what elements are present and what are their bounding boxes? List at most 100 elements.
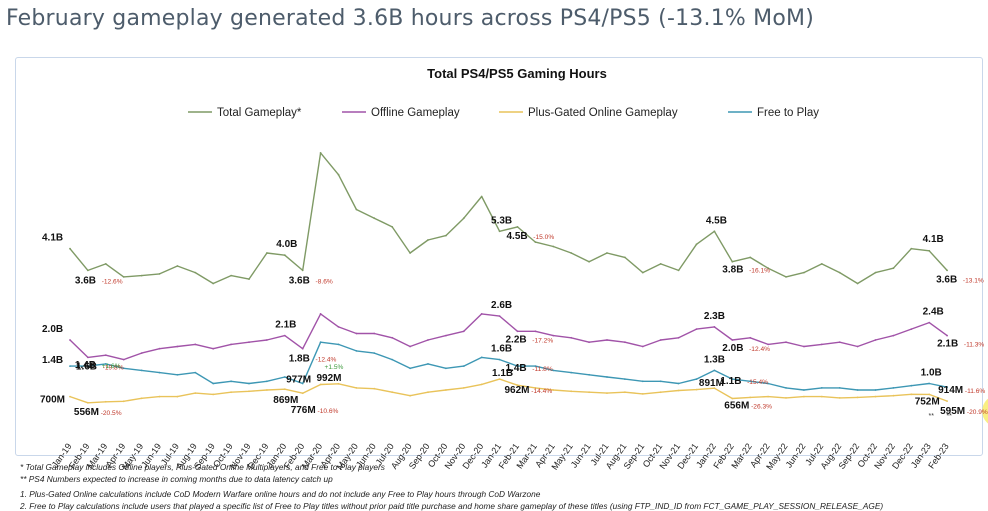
data-point — [140, 274, 143, 277]
data-point — [928, 249, 931, 252]
data-point — [606, 339, 608, 341]
data-point — [874, 389, 877, 391]
data-point — [534, 387, 537, 389]
data-point — [355, 387, 358, 389]
data-point — [695, 328, 698, 330]
value-label: 2.3B — [704, 311, 725, 322]
series-line — [69, 152, 948, 285]
data-point — [516, 330, 519, 333]
data-point — [677, 389, 680, 392]
data-point — [677, 382, 680, 385]
legend-entry-label: Free to Play — [757, 107, 819, 119]
data-point — [445, 234, 447, 237]
series-line — [69, 378, 948, 404]
data-point — [104, 263, 107, 265]
value-label: 4.0B — [276, 239, 297, 250]
value-label: 595M — [940, 406, 965, 417]
data-point — [588, 391, 590, 394]
data-point — [570, 252, 573, 254]
data-point — [283, 376, 286, 378]
data-point — [910, 247, 913, 250]
data-point — [713, 326, 716, 328]
highlight-marker — [982, 398, 988, 424]
value-label: 2.4B — [923, 307, 944, 318]
data-point — [69, 365, 71, 367]
data-point — [158, 347, 161, 350]
data-point — [838, 397, 841, 399]
data-point — [445, 389, 447, 391]
data-point — [140, 397, 143, 400]
legend-entry-label: Plus-Gated Online Gameplay — [528, 107, 678, 119]
data-point — [283, 254, 286, 257]
data-point — [140, 369, 143, 372]
data-point — [373, 352, 376, 354]
data-point — [230, 380, 233, 383]
data-point — [874, 271, 877, 274]
delta-label: -15.0% — [533, 234, 554, 241]
data-point — [731, 339, 734, 341]
data-point — [409, 394, 411, 397]
delta-label: -10.6% — [318, 408, 339, 415]
data-point — [803, 345, 805, 348]
value-label: 656M — [724, 401, 749, 412]
data-point — [588, 260, 590, 263]
data-point — [713, 230, 716, 233]
value-label: 1.4B — [75, 360, 96, 371]
data-point — [337, 382, 340, 385]
data-point — [462, 330, 465, 333]
data-point — [409, 252, 411, 254]
data-point — [337, 173, 340, 176]
delta-label: -11.3% — [964, 342, 985, 349]
data-point — [910, 393, 913, 396]
data-point — [498, 315, 501, 317]
delta-label: -14.4% — [531, 388, 552, 395]
value-label: 977M — [286, 375, 311, 386]
value-label: 4.5B — [507, 231, 528, 242]
data-point — [552, 389, 555, 391]
value-label: 1.0B — [921, 368, 942, 379]
data-point — [319, 152, 322, 154]
data-point — [104, 354, 107, 357]
value-label: 4.5B — [706, 215, 727, 226]
data-point — [176, 373, 179, 376]
data-point — [391, 336, 394, 339]
value-label: 1.1B — [720, 376, 741, 387]
data-point — [695, 243, 698, 246]
data-point — [570, 390, 573, 393]
data-point — [624, 256, 626, 259]
value-label: 1.4B — [42, 355, 63, 366]
data-point — [641, 380, 644, 383]
x-tick-marker: ** — [946, 413, 952, 420]
value-label: 752M — [915, 396, 940, 407]
data-point — [946, 400, 948, 402]
series-lines — [69, 152, 948, 404]
data-point — [749, 256, 752, 259]
data-point — [803, 271, 805, 274]
data-point — [892, 387, 895, 389]
value-label: 1.4B — [506, 363, 527, 374]
data-point — [176, 395, 179, 398]
value-label: 1.6B — [76, 361, 97, 372]
data-point — [731, 260, 734, 263]
data-point — [695, 388, 698, 391]
data-point — [248, 390, 250, 393]
data-point — [856, 396, 859, 399]
data-point — [301, 392, 304, 395]
data-point — [803, 395, 805, 398]
data-point — [248, 341, 250, 344]
value-label: 1.3B — [704, 354, 725, 365]
value-label: 3.6B — [936, 274, 957, 285]
data-point — [659, 391, 662, 394]
value-label: 2.6B — [491, 300, 512, 311]
data-point — [498, 358, 501, 361]
data-point — [373, 387, 376, 390]
data-point — [606, 376, 608, 378]
data-point — [248, 278, 250, 280]
data-point — [212, 347, 215, 350]
data-point — [749, 396, 752, 399]
data-point — [230, 274, 233, 277]
data-point — [731, 378, 734, 380]
data-point — [266, 339, 268, 341]
data-point — [892, 267, 895, 270]
data-point — [856, 345, 859, 348]
